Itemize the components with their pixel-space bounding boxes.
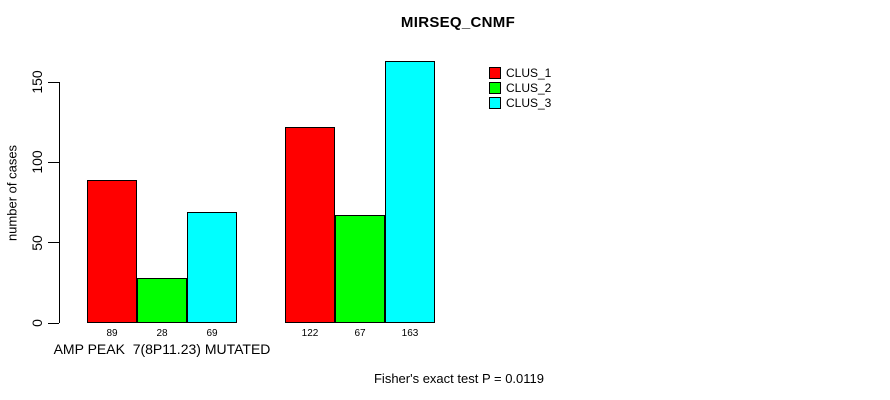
bar-clus_2-group1	[137, 278, 187, 323]
bar-clus_2-group2	[335, 215, 385, 323]
legend-swatch-icon	[489, 96, 501, 109]
legend-label: CLUS_2	[506, 80, 552, 95]
bar-value-label: 69	[206, 328, 218, 339]
bar-value-label: 67	[354, 328, 366, 339]
legend-item-clus_2: CLUS_2	[489, 80, 551, 95]
y-axis-tick	[48, 162, 59, 163]
y-axis-tick	[48, 242, 59, 243]
bar-clus_1-group2	[285, 126, 335, 323]
legend-item-clus_1: CLUS_1	[489, 65, 551, 80]
bar-value-label: 28	[156, 328, 168, 339]
legend-item-clus_3: CLUS_3	[489, 95, 551, 110]
group-label: AMP PEAK 7(8P11.23) MUTATED	[53, 341, 271, 357]
legend-label: CLUS_3	[506, 95, 552, 110]
y-tick-label: 0	[29, 319, 45, 327]
bar-clus_1-group1	[87, 180, 137, 323]
bar-value-label: 122	[301, 328, 319, 339]
y-tick-label: 150	[29, 70, 45, 94]
bar-clus_3-group2	[385, 61, 435, 323]
y-axis-line	[59, 82, 60, 323]
chart-title: MIRSEQ_CNMF	[400, 14, 516, 31]
y-axis-tick	[48, 82, 59, 83]
y-axis-tick	[48, 323, 59, 324]
bar-clus_3-group1	[187, 212, 237, 323]
y-tick-label: 100	[29, 150, 45, 175]
legend-swatch-icon	[489, 81, 501, 94]
legend-swatch-icon	[489, 66, 501, 79]
legend-label: CLUS_1	[506, 65, 552, 80]
y-tick-label: 50	[29, 234, 45, 251]
bar-value-label: 89	[106, 328, 118, 339]
bar-value-label: 163	[401, 328, 419, 339]
fisher-test-note: Fisher's exact test P = 0.0119	[373, 371, 545, 386]
legend: CLUS_1 CLUS_2 CLUS_3	[489, 65, 551, 110]
